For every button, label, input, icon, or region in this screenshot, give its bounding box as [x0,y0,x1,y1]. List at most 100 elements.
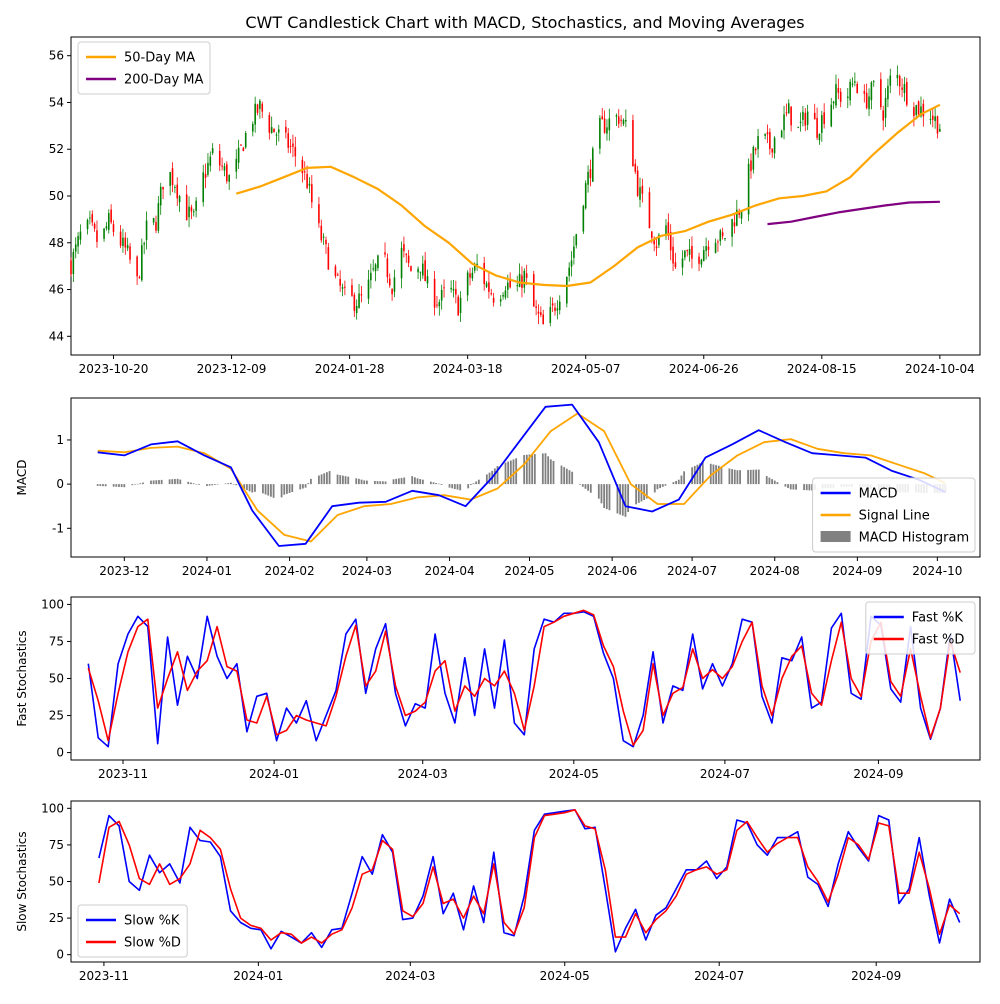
candle-body [287,133,290,148]
candle-body [655,246,658,249]
candle-body [764,133,766,136]
candle-body [207,162,209,175]
macd-histogram-bar [784,484,787,487]
price-x-tick-label: 2024-10-04 [905,362,975,376]
macd-histogram-bar [749,469,752,485]
macd-histogram-bar [176,478,179,485]
macd-histogram-bar [453,484,456,489]
candle-body [403,244,405,252]
candle-body [880,79,882,108]
candle-body [535,306,537,308]
candle-body [372,268,375,270]
macd-histogram-bar [509,460,512,485]
macd-histogram-bar [211,484,214,486]
candle-body [542,314,545,325]
candle-body [424,260,426,282]
candle-body [750,160,752,172]
macd-histogram-bar [411,476,414,485]
candle-body [169,172,171,186]
macd-histogram-bar [251,484,254,493]
macd-histogram-bar [568,470,571,485]
candle-body [190,207,193,212]
macd-histogram-bar [605,484,608,510]
candle-body [252,123,254,132]
candle-body [388,278,391,286]
candle-body [920,106,922,117]
candle-body [129,246,131,260]
candle-body [145,220,148,240]
macd-histogram-bar [291,484,294,493]
macd-histogram-bar [776,482,779,485]
macd-histogram-bar [456,484,459,490]
candle-body [476,263,478,265]
macd-histogram-bar [645,484,648,499]
candle-body [318,204,320,224]
candle-body [540,312,542,315]
candle-body [237,147,240,163]
candle-body [740,211,743,219]
candle-body [823,112,825,124]
macd-x-tick-label: 2024-03 [342,564,392,578]
candle-body [667,222,670,236]
price-x-tick-label: 2023-12-09 [197,362,267,376]
candle-body [256,104,259,113]
candle-body [119,231,122,246]
candle-body [589,169,592,179]
candle-body [783,114,785,131]
macd-histogram-bar [339,475,342,485]
signal-line [97,412,946,543]
candle-body [573,246,575,258]
macd-histogram-bar [485,474,488,485]
candle-body [358,293,360,309]
macd-histogram-bar [789,484,792,490]
macd-x-tick-label: 2024-07 [667,564,717,578]
fast_stoch-axes-frame [70,596,981,761]
macd-histogram-bar [488,472,491,485]
macd-histogram-bar [437,483,440,485]
macd-histogram-bar [811,484,813,491]
fast_stoch-x-tick-label: 2024-09 [853,767,903,781]
candle-body [863,91,866,94]
candle-body [790,106,792,126]
candle-body [89,217,91,219]
candle-body [370,272,372,281]
macd-y-axis-label: MACD [15,460,29,496]
candle-body [634,163,637,172]
macd-histogram-bar [115,484,118,487]
candle-body [254,103,256,125]
macd-histogram-bar [624,484,627,517]
candle-body [91,214,94,223]
candle-body [226,164,228,182]
macd-histogram-bar [664,484,667,486]
candles-group [70,65,941,327]
candle-body [289,145,292,147]
candle-body [868,96,870,110]
macd-histogram-bar [254,484,256,492]
macd-histogram-bar [155,480,158,485]
macd-histogram-bar [326,472,328,485]
candle-body [591,148,594,182]
candle-body [757,136,759,150]
candle-body [450,287,452,290]
macd-histogram-bar [187,481,190,485]
fast_stoch-y-tick-label: 100 [41,597,64,611]
candle-body [433,278,436,308]
candle-body [96,230,98,242]
candle-body [77,236,79,247]
candle-body [504,290,507,298]
candle-body [218,150,221,166]
candle-body [136,256,138,277]
macd-histogram-bar [413,477,416,485]
macd-histogram-bar [355,478,358,485]
candle-body [473,265,476,271]
macd-histogram-bar [677,479,680,485]
price-x-tick-label: 2023-10-20 [79,362,149,376]
macd-histogram-bar [280,484,283,498]
candle-body [327,247,330,270]
candle-body [285,126,287,133]
macd-histogram-bar [589,484,592,493]
macd-histogram-bar [619,484,622,515]
candle-body [558,301,561,310]
price-y-tick-label: 46 [49,283,64,297]
price-y-tick-label: 44 [49,329,64,343]
